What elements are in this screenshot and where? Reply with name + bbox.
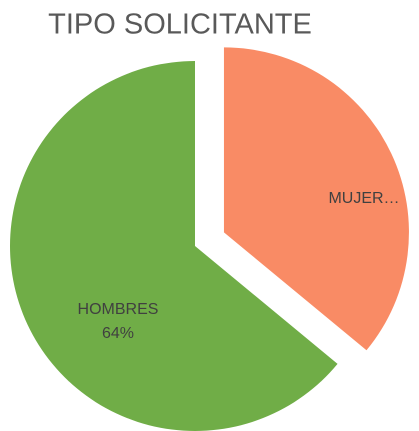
slice-label: MUJER… — [328, 190, 399, 207]
chart-title: TIPO SOLICITANTE — [48, 9, 312, 41]
pie-slice — [10, 61, 338, 431]
pie-slice — [223, 47, 409, 351]
slice-value-label: 64% — [102, 325, 134, 342]
slice-label: HOMBRES — [78, 301, 159, 318]
